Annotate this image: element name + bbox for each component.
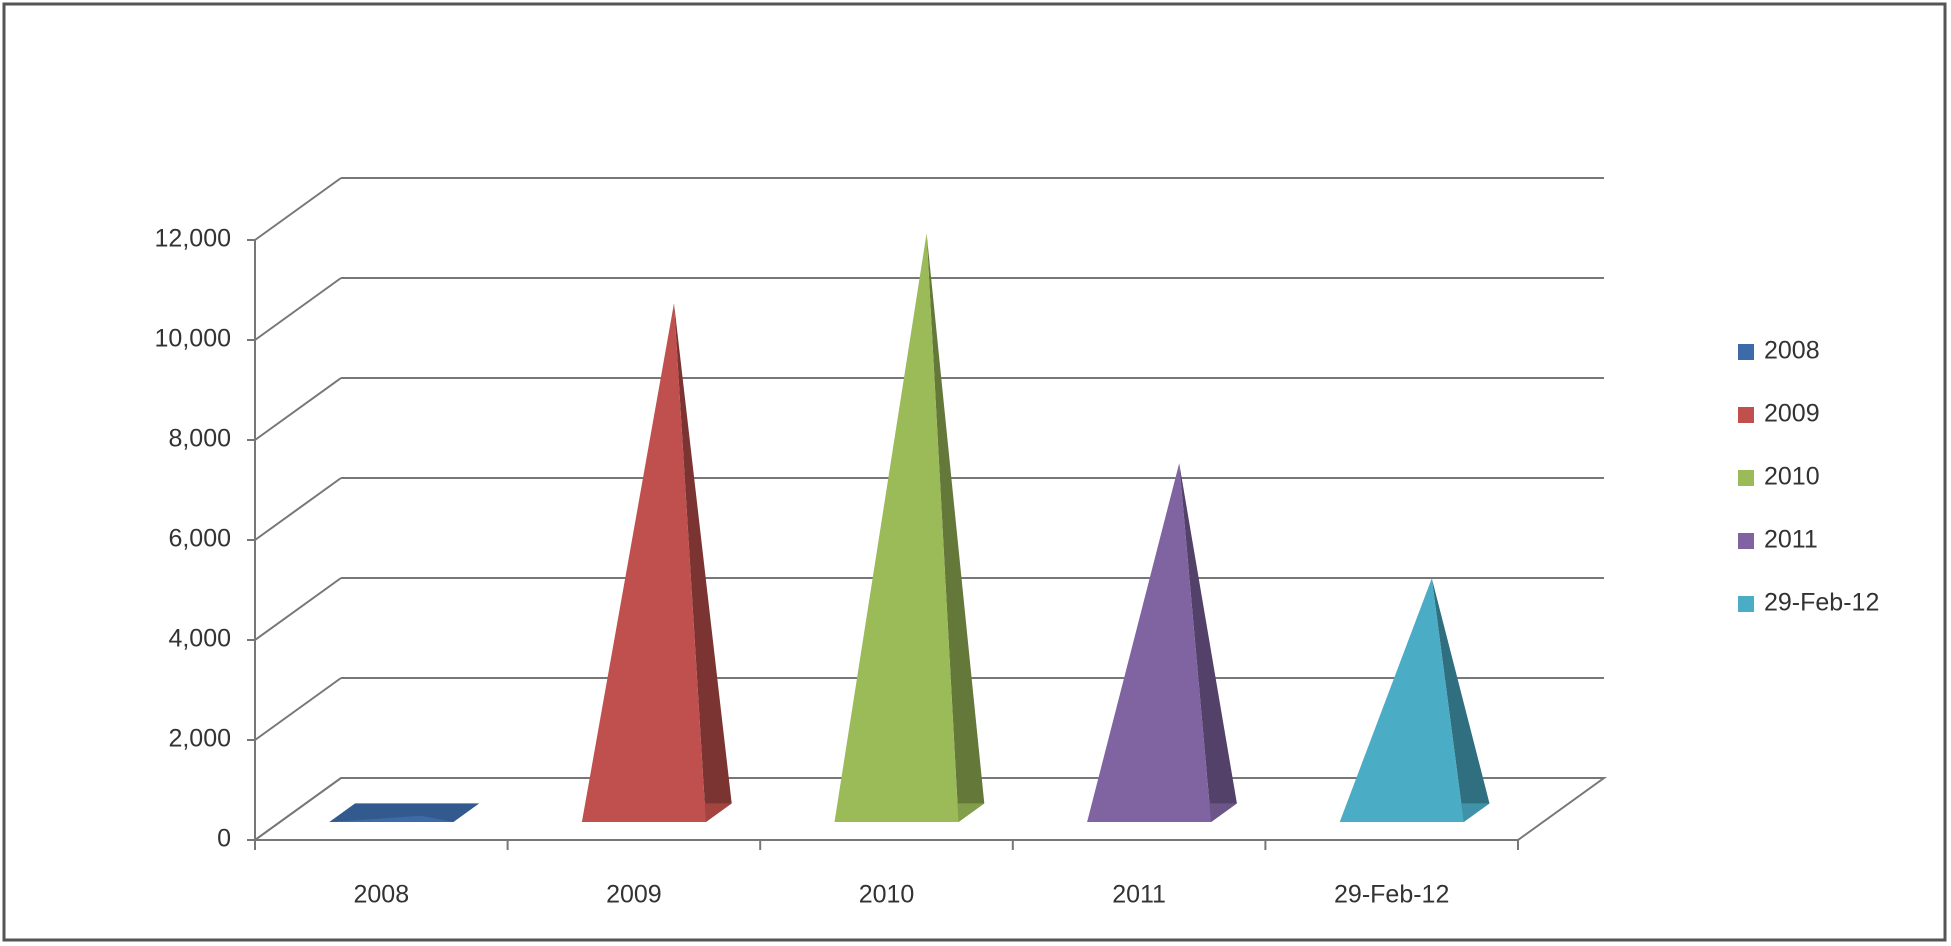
pyramid-back — [329, 803, 480, 822]
legend-swatch — [1738, 596, 1754, 612]
y-tick-label: 8,000 — [168, 425, 231, 453]
pyramid-front — [1339, 578, 1464, 822]
grid-line-side — [254, 577, 342, 641]
y-tick-label: 6,000 — [168, 525, 231, 553]
legend-swatch — [1738, 470, 1754, 486]
x-tick-label: 2008 — [353, 881, 409, 909]
pyramid-side — [1179, 463, 1237, 822]
grid-line-side — [254, 477, 342, 541]
x-tick-label: 2009 — [606, 881, 662, 909]
legend-label: 2009 — [1764, 400, 1820, 428]
pyramid-front — [834, 233, 959, 823]
legend-label: 29-Feb-12 — [1764, 589, 1879, 617]
y-tick-label: 0 — [217, 825, 231, 853]
y-tick-label: 12,000 — [155, 225, 231, 253]
x-tick-label: 2011 — [1112, 881, 1166, 909]
pyramid-front — [1087, 463, 1212, 822]
x-tick-label: 29-Feb-12 — [1334, 881, 1449, 909]
pyramid-side — [1431, 578, 1490, 822]
grid-line-side — [254, 677, 342, 741]
pyramid-side — [674, 303, 732, 822]
grid-line-side — [254, 177, 342, 241]
x-tick-label: 2010 — [859, 881, 915, 909]
grid-line-side — [254, 377, 342, 441]
pyramid-side — [926, 233, 985, 823]
legend-label: 2011 — [1764, 526, 1818, 554]
legend-swatch — [1738, 407, 1754, 423]
legend-swatch — [1738, 533, 1754, 549]
legend-label: 2010 — [1764, 463, 1820, 491]
grid-line-side — [254, 777, 342, 841]
legend-label: 2008 — [1764, 337, 1820, 365]
y-tick-label: 10,000 — [155, 325, 231, 353]
pyramid-front — [581, 303, 706, 822]
pyramid-front — [329, 815, 454, 822]
legend-swatch — [1738, 344, 1754, 360]
y-tick-label: 4,000 — [168, 625, 231, 653]
grid-line-side — [254, 277, 342, 341]
y-tick-label: 2,000 — [168, 725, 231, 753]
